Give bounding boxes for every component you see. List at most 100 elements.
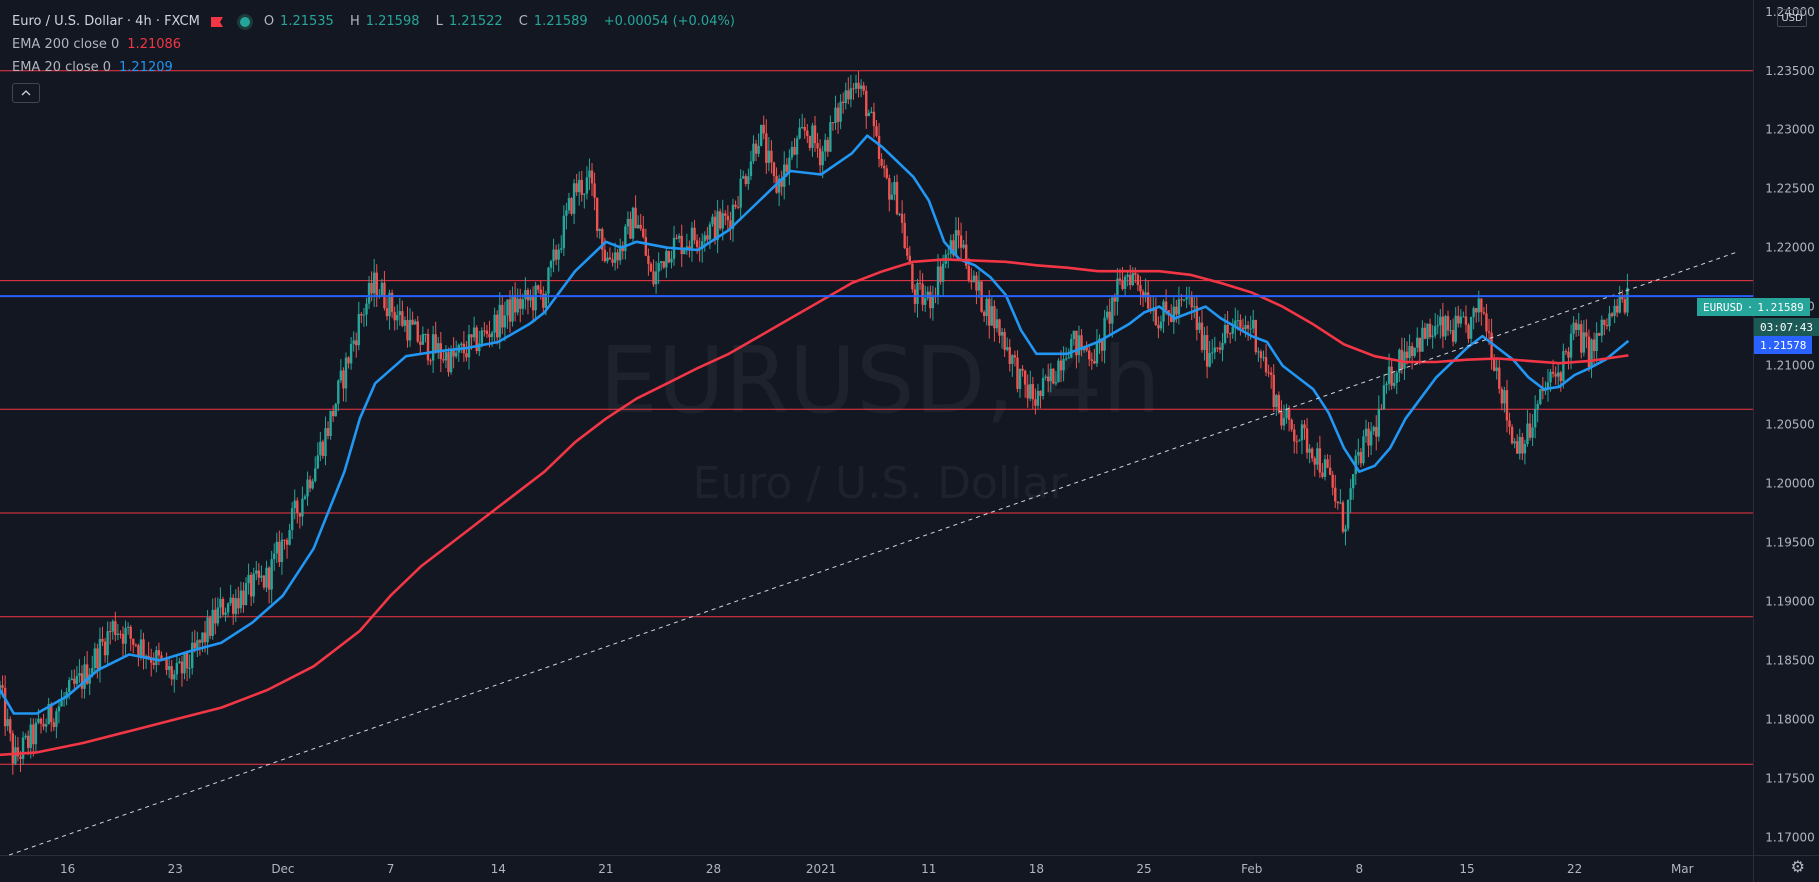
candle-body — [1413, 347, 1416, 357]
candle-body — [1164, 301, 1168, 311]
candle-body — [275, 541, 278, 554]
candle-body — [806, 130, 809, 137]
candle-body — [1052, 368, 1055, 384]
candle-body — [1008, 347, 1011, 364]
candle-body — [1272, 374, 1275, 408]
y-tick-label: 1.21000 — [1765, 359, 1815, 373]
candle-body — [324, 428, 327, 456]
flag-icon[interactable] — [210, 16, 224, 28]
candle-body — [201, 632, 204, 643]
candle-body — [139, 639, 143, 656]
candle-body — [388, 292, 391, 317]
candle-body — [1254, 319, 1258, 353]
candle-body — [234, 598, 237, 614]
candle-body — [460, 343, 463, 346]
collapse-legend-button[interactable] — [12, 83, 40, 103]
candle-body — [583, 193, 586, 195]
candle-body — [567, 198, 571, 211]
candle-body — [142, 639, 145, 657]
candle-body — [211, 609, 214, 636]
candle-body — [890, 194, 894, 200]
candle-body — [365, 303, 368, 315]
candle-body — [680, 235, 683, 255]
candle-body — [393, 312, 396, 321]
candle-body — [1070, 338, 1073, 358]
candle-body — [685, 246, 689, 249]
candle-body — [1126, 274, 1129, 277]
candle-body — [347, 357, 350, 364]
candle-body — [534, 285, 537, 311]
candle-body — [1303, 424, 1306, 429]
candle-body — [1252, 319, 1255, 329]
symbol-title[interactable]: Euro / U.S. Dollar · 4h · FXCM — [12, 14, 200, 29]
candle-body — [895, 181, 899, 215]
candle-body — [101, 638, 104, 642]
candle-body — [1257, 351, 1260, 353]
symbol-price-tag: EURUSD · 1.21589 — [1697, 298, 1810, 316]
candle-body — [1200, 322, 1204, 350]
candle-body — [1085, 346, 1088, 351]
legend-ema200-row[interactable]: EMA 200 close 0 1.21086 — [12, 33, 741, 56]
candle-body — [519, 298, 522, 309]
candle-body — [1541, 389, 1545, 392]
candle-body — [1159, 321, 1163, 329]
candle-body — [765, 133, 768, 163]
candle-body — [152, 662, 155, 666]
candle-body — [124, 627, 127, 644]
candle-body — [798, 127, 801, 139]
candle-body — [188, 667, 191, 669]
candle-body — [1026, 384, 1029, 399]
currency-button[interactable]: USD — [1777, 9, 1807, 27]
candle-body — [629, 218, 632, 239]
candle-body — [619, 245, 622, 261]
candle-body — [1336, 501, 1340, 504]
candle-body — [1351, 474, 1355, 489]
candle-body — [739, 178, 742, 208]
legend-main-row: Euro / U.S. Dollar · 4h · FXCM O 1.21535 … — [12, 10, 741, 33]
y-tick-label: 1.22000 — [1765, 241, 1815, 255]
candle-body — [708, 224, 712, 240]
candle-body — [103, 641, 107, 656]
candle-body — [1444, 316, 1447, 337]
candle-body — [1380, 408, 1383, 410]
candle-body — [32, 724, 35, 745]
candle-body — [844, 90, 847, 103]
candle-body — [660, 261, 663, 263]
candle-body — [1549, 371, 1552, 383]
candle-body — [1339, 502, 1342, 504]
candle-body — [216, 607, 220, 624]
candle-body — [444, 352, 448, 361]
candle-body — [711, 216, 714, 225]
candle-body — [634, 207, 637, 229]
candle-body — [1244, 325, 1247, 330]
candle-body — [1341, 502, 1345, 532]
candle-body — [1349, 488, 1352, 500]
candle-body — [1546, 382, 1550, 389]
candle-body — [326, 428, 330, 436]
candle-body — [695, 240, 699, 248]
candle-body — [770, 150, 773, 163]
candle-body — [742, 176, 745, 179]
candle-body — [1626, 287, 1629, 313]
candle-body — [531, 295, 535, 311]
candle-body — [1123, 276, 1127, 289]
candle-body — [644, 237, 648, 256]
candle-body — [1598, 333, 1601, 336]
candle-body — [598, 229, 601, 231]
candle-body — [1041, 377, 1045, 397]
candle-body — [132, 638, 135, 645]
candle-body — [355, 340, 358, 346]
candle-body — [998, 319, 1001, 336]
candle-body — [121, 633, 125, 644]
candle-body — [562, 215, 566, 249]
candle-body — [1495, 367, 1498, 371]
ohlc-values: O 1.21535 H 1.21598 L 1.21522 C 1.21589 +0.0… — [264, 14, 741, 29]
candle-body — [80, 673, 84, 689]
candle-body — [834, 107, 837, 124]
settings-gear-icon[interactable]: ⚙ — [1790, 857, 1805, 876]
legend-ema20-row[interactable]: EMA 20 close 0 1.21209 — [12, 56, 741, 79]
candle-body — [342, 370, 345, 389]
candle-body — [437, 343, 440, 353]
candle-body — [529, 295, 532, 301]
